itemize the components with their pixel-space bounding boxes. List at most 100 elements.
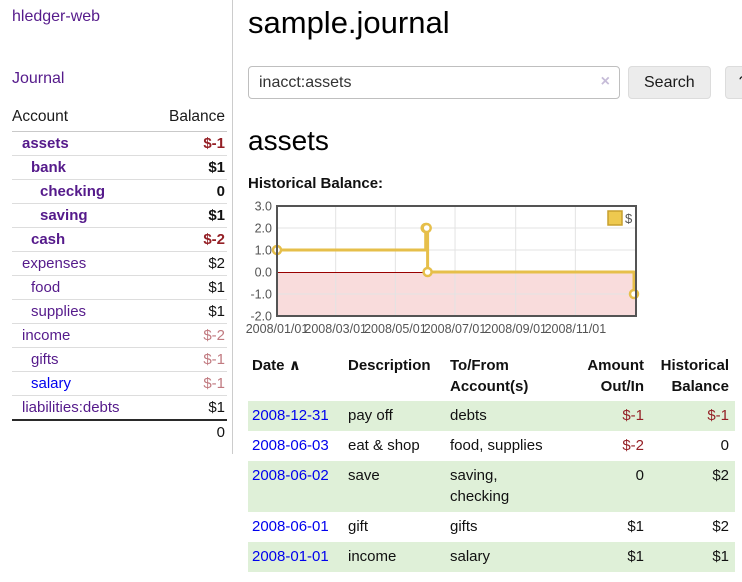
- transaction-description: gift: [348, 518, 369, 536]
- account-row: supplies $1: [12, 299, 227, 324]
- account-link[interactable]: food: [31, 279, 61, 296]
- transaction-amount: $1: [627, 547, 644, 565]
- transaction-row: 2008-06-03 eat & shop food, supplies $-2 0: [248, 431, 735, 461]
- main-content: sample.journal × Search ? assets Histori…: [233, 0, 742, 572]
- account-link[interactable]: cash: [31, 231, 66, 248]
- transaction-row: 2008-12-31 pay off debts $-1 $-1: [248, 401, 735, 431]
- search-help-button[interactable]: ?: [724, 66, 742, 100]
- svg-text:-1.0: -1.0: [250, 288, 272, 302]
- svg-text:2008/09/01: 2008/09/01: [484, 322, 547, 336]
- account-balance: $-1: [152, 371, 227, 396]
- account-balance: $1: [152, 395, 227, 420]
- clear-search-icon[interactable]: ×: [600, 73, 610, 91]
- account-row: checking 0: [12, 179, 227, 204]
- register-header-row: Date ∧ Description To/From Account(s) Am…: [248, 353, 735, 401]
- account-link[interactable]: income: [22, 327, 71, 344]
- search-button[interactable]: Search: [628, 66, 711, 100]
- account-row: expenses $2: [12, 251, 227, 276]
- account-link[interactable]: saving: [40, 207, 88, 224]
- svg-text:2008/01/01: 2008/01/01: [246, 322, 309, 336]
- transaction-date-link[interactable]: 2008-12-31: [252, 407, 329, 425]
- transaction-row: 2008-06-02 save saving, checking 0 $2: [248, 460, 735, 513]
- account-row: income $-2: [12, 323, 227, 348]
- svg-text:$: $: [625, 211, 633, 226]
- account-balance: $-2: [152, 323, 227, 348]
- account-row: bank $1: [12, 155, 227, 180]
- account-balance: $1: [152, 203, 227, 228]
- account-row: salary $-1: [12, 371, 227, 396]
- svg-text:3.0: 3.0: [255, 200, 272, 214]
- account-balance: $2: [152, 251, 227, 276]
- account-balance: $1: [152, 299, 227, 324]
- transaction-accounts: salary: [450, 547, 491, 565]
- account-link[interactable]: checking: [40, 183, 106, 200]
- register-table: Date ∧ Description To/From Account(s) Am…: [248, 353, 735, 572]
- account-link[interactable]: salary: [31, 375, 72, 392]
- sort-ascending-icon: ∧: [288, 357, 301, 375]
- accounts-total-row: 0: [12, 419, 227, 444]
- register-header-balance: Historical Balance: [660, 357, 729, 396]
- svg-text:-2.0: -2.0: [250, 310, 272, 324]
- account-link[interactable]: supplies: [31, 303, 87, 320]
- register-header-amount: Amount Out/In: [587, 357, 644, 396]
- transaction-balance: $2: [712, 466, 729, 484]
- register-table-body: 2008-12-31 pay off debts $-1 $-1 2008-06-03 ea…: [248, 401, 735, 572]
- transaction-balance: $2: [712, 518, 729, 536]
- accounts-table-body: assets $-1 bank $1 checking 0 saving $1 cash $-2 e…: [12, 132, 227, 420]
- transaction-accounts: food, supplies: [450, 436, 543, 454]
- register-header-date[interactable]: Date ∧: [252, 357, 301, 375]
- account-link[interactable]: assets: [22, 135, 69, 152]
- account-row: gifts $-1: [12, 347, 227, 372]
- accounts-header-account: Account: [12, 105, 153, 132]
- transaction-amount: $1: [627, 518, 644, 536]
- accounts-header-balance: Balance: [152, 105, 227, 132]
- account-row: assets $-1: [12, 132, 227, 156]
- transaction-amount: $-2: [622, 436, 644, 454]
- transaction-description: eat & shop: [348, 436, 420, 454]
- transaction-date-link[interactable]: 2008-06-01: [252, 518, 329, 536]
- transaction-amount: $-1: [622, 407, 644, 425]
- account-balance: $-1: [203, 135, 225, 152]
- transaction-description: income: [348, 547, 397, 565]
- transaction-amount: 0: [635, 466, 644, 484]
- transaction-date-link[interactable]: 2008-01-01: [252, 547, 329, 565]
- account-row: cash $-2: [12, 227, 227, 252]
- transaction-description: pay off: [348, 407, 393, 425]
- accounts-table: Account Balance assets $-1 bank $1 checking 0…: [12, 105, 227, 444]
- transaction-row: 2008-06-01 gift gifts $1 $2: [248, 512, 735, 542]
- svg-text:1.0: 1.0: [255, 244, 272, 258]
- balance-chart: $3.0 2.0 1.0 0.0 -1.0 -2.02008/01/012008/03/0…: [246, 200, 640, 336]
- transaction-balance: 0: [720, 436, 729, 454]
- transaction-accounts: gifts: [450, 518, 478, 536]
- svg-text:2.0: 2.0: [255, 222, 272, 236]
- sidebar: hledger-web Journal Account Balance asse…: [0, 0, 233, 454]
- account-balance: $-2: [152, 227, 227, 252]
- search-input[interactable]: [248, 66, 620, 100]
- account-balance: $-1: [152, 347, 227, 372]
- transaction-balance: $-1: [707, 407, 729, 425]
- register-header-description: Description: [348, 357, 431, 375]
- transaction-date-link[interactable]: 2008-06-03: [252, 436, 329, 454]
- account-link[interactable]: liabilities:debts: [22, 399, 120, 416]
- transaction-date-link[interactable]: 2008-06-02: [252, 466, 329, 484]
- account-heading: assets: [248, 125, 329, 157]
- register-header-accounts: To/From Account(s): [450, 357, 529, 396]
- account-balance: $1: [152, 275, 227, 300]
- svg-text:2008/07/01: 2008/07/01: [424, 322, 487, 336]
- account-balance: $1: [152, 155, 227, 180]
- account-link[interactable]: gifts: [31, 351, 59, 368]
- account-row: saving $1: [12, 203, 227, 228]
- account-balance: 0: [152, 179, 227, 204]
- transaction-description: save: [348, 466, 380, 484]
- account-row: liabilities:debts $1: [12, 395, 227, 420]
- account-link[interactable]: expenses: [22, 255, 87, 272]
- account-link[interactable]: bank: [31, 159, 67, 176]
- transaction-balance: $1: [712, 547, 729, 565]
- app-title-link[interactable]: hledger-web: [12, 8, 101, 25]
- page-title: sample.journal: [248, 5, 450, 40]
- chart-title: Historical Balance:: [248, 175, 384, 193]
- sidebar-item-journal[interactable]: Journal: [12, 70, 65, 87]
- account-row: food $1: [12, 275, 227, 300]
- transaction-accounts: saving, checking: [450, 466, 510, 506]
